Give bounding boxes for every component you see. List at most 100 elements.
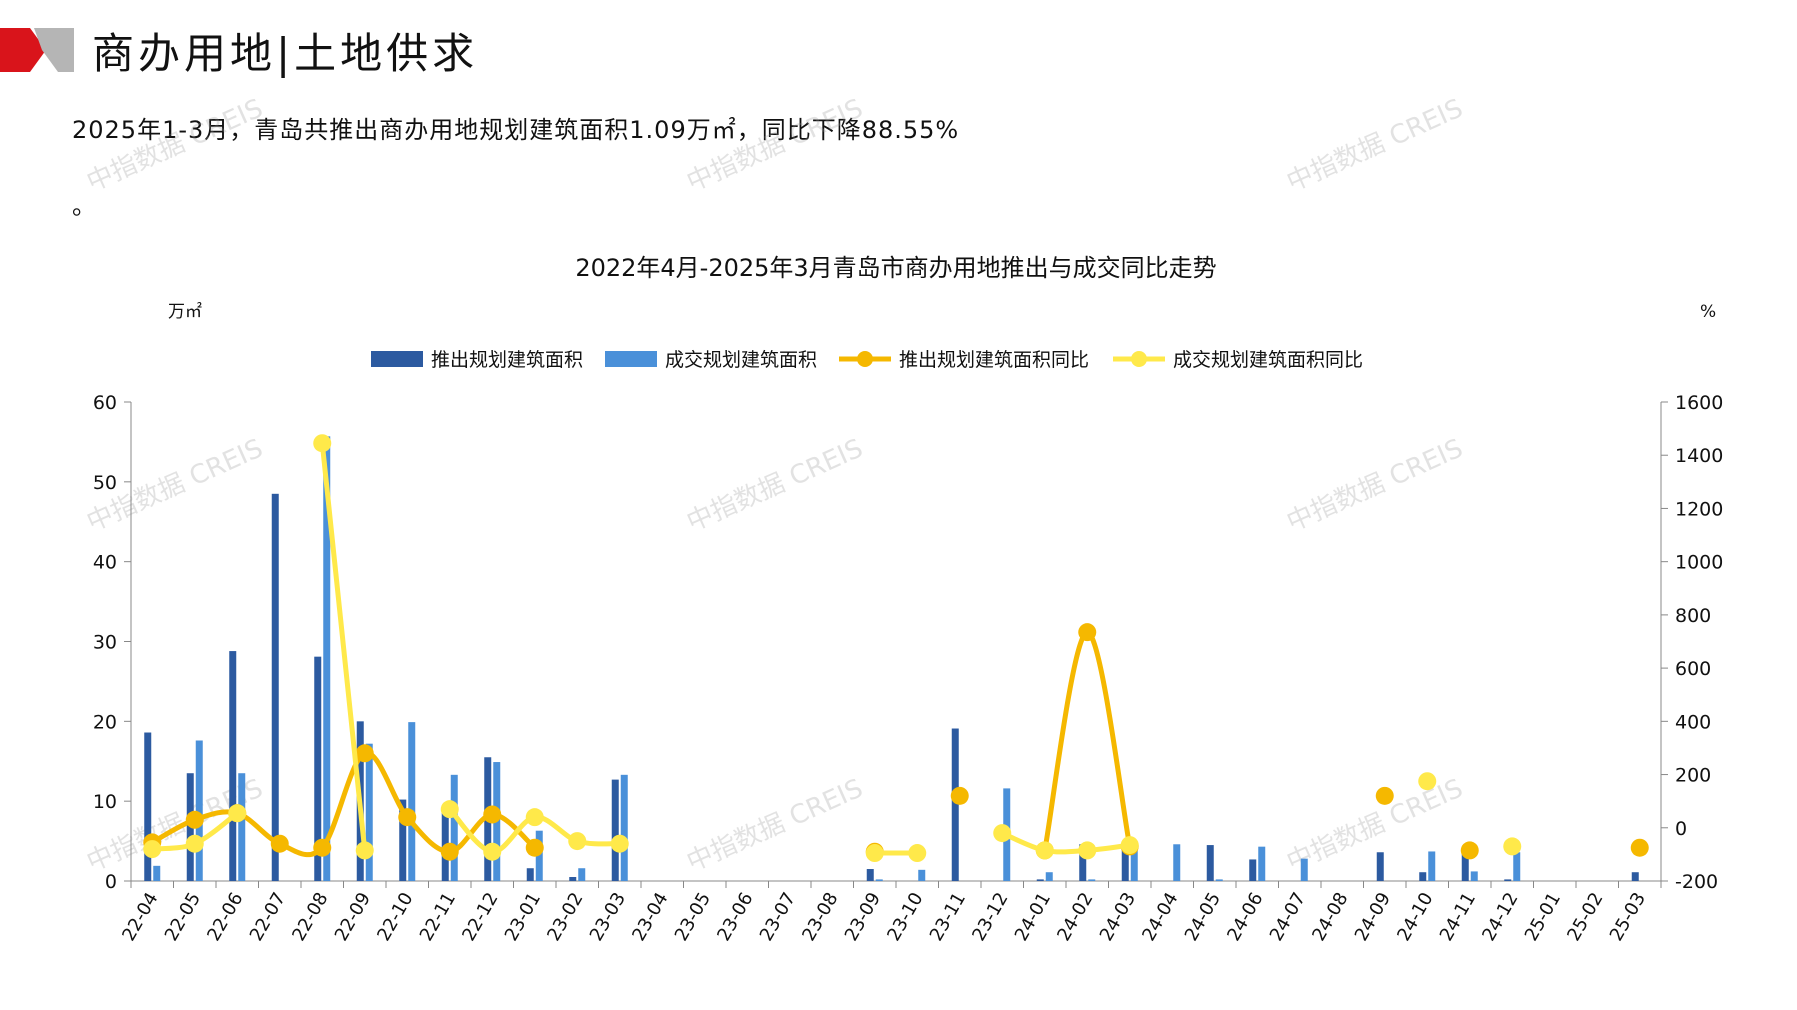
point-deal-yoy — [1503, 837, 1522, 856]
x-tick-label: 22-10 — [373, 889, 417, 945]
point-push-yoy — [355, 744, 374, 763]
x-tick-label: 23-12 — [968, 889, 1012, 945]
bar-deal-area — [578, 868, 586, 881]
y-left-tick-label: 0 — [105, 871, 117, 893]
point-deal-yoy — [1035, 841, 1054, 860]
line-deal-yoy — [1001, 830, 1131, 855]
bar-push-area — [1036, 879, 1044, 881]
x-tick-label: 23-02 — [543, 889, 587, 945]
bar-deal-area — [918, 869, 926, 881]
x-tick-label: 24-09 — [1351, 889, 1395, 945]
point-deal-yoy — [483, 842, 502, 861]
point-push-yoy — [950, 786, 969, 805]
x-tick-label: 23-06 — [713, 889, 757, 945]
bar-deal-area — [1428, 851, 1436, 881]
y-right-tick-label: 1400 — [1675, 445, 1723, 467]
legend-swatch-marker — [857, 351, 873, 367]
point-deal-yoy — [143, 840, 162, 859]
bar-push-area — [1376, 852, 1384, 881]
x-tick-label: 22-11 — [416, 889, 460, 945]
bar-push-area — [1079, 844, 1087, 881]
legend-swatch — [371, 351, 423, 367]
x-tick-label: 22-05 — [161, 889, 205, 945]
x-tick-label: 23-11 — [926, 889, 970, 945]
bar-deal-area — [620, 774, 628, 881]
point-deal-yoy — [1418, 772, 1437, 791]
x-tick-label: 24-01 — [1011, 889, 1055, 945]
point-deal-yoy — [1120, 836, 1139, 855]
point-deal-yoy — [865, 844, 884, 863]
x-tick-label: 24-04 — [1138, 889, 1182, 945]
x-tick-label: 25-03 — [1606, 889, 1650, 945]
point-push-yoy — [1375, 786, 1394, 805]
point-deal-yoy — [525, 808, 544, 827]
bar-deal-area — [1470, 871, 1478, 881]
y-right-tick-label: 400 — [1675, 711, 1711, 733]
y-right-unit-label: % — [1700, 302, 1716, 322]
point-push-yoy — [313, 838, 332, 857]
x-tick-label: 22-07 — [246, 889, 290, 945]
y-left-tick-label: 50 — [93, 472, 117, 494]
bar-deal-area — [365, 743, 373, 881]
legend-label: 成交规划建筑面积同比 — [1173, 349, 1363, 371]
bar-deal-area — [450, 774, 458, 881]
legend-label: 成交规划建筑面积 — [665, 349, 817, 371]
x-tick-label: 24-07 — [1266, 889, 1310, 945]
line-push-yoy — [1042, 629, 1133, 851]
summary-tail: 。 — [72, 192, 96, 220]
y-right-tick-label: 1600 — [1675, 392, 1723, 414]
bar-deal-area — [1088, 879, 1096, 881]
y-right-tick-label: 0 — [1675, 818, 1687, 840]
x-tick-label: 24-10 — [1393, 889, 1437, 945]
bar-deal-area — [1130, 843, 1138, 881]
point-deal-yoy — [610, 834, 629, 853]
y-right-tick-label: 1000 — [1675, 552, 1723, 574]
bar-push-area — [1121, 844, 1129, 881]
bar-deal-area — [1258, 846, 1266, 881]
bar-push-area — [271, 493, 279, 881]
point-push-yoy — [525, 838, 544, 857]
y-left-unit-label: 万㎡ — [168, 302, 202, 322]
point-deal-yoy — [228, 804, 247, 823]
bar-push-area — [611, 779, 619, 881]
bar-deal-area — [153, 865, 161, 881]
x-tick-label: 24-03 — [1096, 889, 1140, 945]
bar-deal-area — [323, 436, 331, 881]
x-tick-label: 22-08 — [288, 889, 332, 945]
bar-push-area — [1631, 872, 1639, 881]
point-push-yoy — [185, 810, 204, 829]
chart-title: 2022年4月-2025年3月青岛市商办用地推出与成交同比走势 — [575, 254, 1216, 282]
bar-push-area — [399, 799, 407, 881]
y-left-tick-label: 40 — [93, 552, 117, 574]
x-tick-label: 23-09 — [841, 889, 885, 945]
y-right-tick-label: 600 — [1675, 658, 1711, 680]
bar-push-area — [144, 732, 152, 881]
bar-push-area — [866, 869, 874, 881]
point-push-yoy — [440, 842, 459, 861]
x-tick-label: 22-06 — [203, 889, 247, 945]
line-deal-yoy — [319, 442, 368, 851]
bar-push-area — [1249, 859, 1257, 881]
y-right-tick-label: 200 — [1675, 765, 1711, 787]
legend-label: 推出规划建筑面积 — [431, 349, 583, 371]
bar-push-area — [314, 656, 322, 881]
legend-swatch-marker — [1131, 351, 1147, 367]
bar-deal-area — [1045, 872, 1053, 881]
x-tick-label: 23-04 — [628, 889, 672, 945]
page-title: 商办用地|土地供求 — [92, 29, 479, 78]
x-tick-label: 22-12 — [458, 889, 502, 945]
legend-swatch — [605, 351, 657, 367]
x-tick-label: 25-01 — [1521, 889, 1565, 945]
y-left-tick-label: 10 — [93, 791, 117, 813]
y-left-tick-label: 20 — [93, 711, 117, 733]
x-tick-label: 23-07 — [756, 889, 800, 945]
brand-logo — [0, 28, 74, 72]
bar-deal-area — [238, 773, 246, 881]
point-deal-yoy — [355, 841, 374, 860]
bar-deal-area — [1513, 852, 1521, 881]
bar-push-area — [1206, 845, 1214, 881]
x-tick-label: 23-05 — [671, 889, 715, 945]
bar-push-area — [951, 728, 959, 881]
bar-deal-area — [408, 722, 416, 881]
